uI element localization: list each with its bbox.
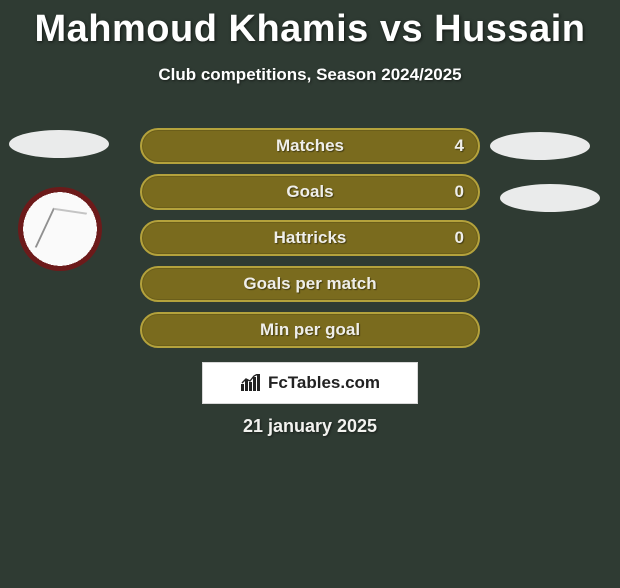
club-badge-left <box>18 187 102 271</box>
stat-row-matches: Matches 4 <box>140 128 480 164</box>
decorative-ellipse <box>500 184 600 212</box>
stat-row-goals-per-match: Goals per match <box>140 266 480 302</box>
stat-row-min-per-goal: Min per goal <box>140 312 480 348</box>
stat-label: Matches <box>276 136 344 156</box>
decorative-ellipse <box>490 132 590 160</box>
decorative-ellipse <box>9 130 109 158</box>
stat-label: Goals per match <box>243 274 376 294</box>
brand-watermark: FcTables.com <box>202 362 418 404</box>
stat-row-goals: Goals 0 <box>140 174 480 210</box>
stat-label: Min per goal <box>260 320 360 340</box>
bar-chart-icon <box>240 374 262 392</box>
subtitle: Club competitions, Season 2024/2025 <box>0 65 620 85</box>
date-text: 21 january 2025 <box>0 416 620 437</box>
stats-panel: Matches 4 Goals 0 Hattricks 0 Goals per … <box>140 128 480 358</box>
page-title: Mahmoud Khamis vs Hussain <box>0 8 620 51</box>
stat-value: 0 <box>455 182 464 202</box>
club-badge-left-inner <box>29 198 91 260</box>
brand-text: FcTables.com <box>268 373 380 393</box>
stat-value: 4 <box>455 136 464 156</box>
stat-row-hattricks: Hattricks 0 <box>140 220 480 256</box>
stat-value: 0 <box>455 228 464 248</box>
stat-label: Hattricks <box>274 228 347 248</box>
stat-label: Goals <box>286 182 333 202</box>
